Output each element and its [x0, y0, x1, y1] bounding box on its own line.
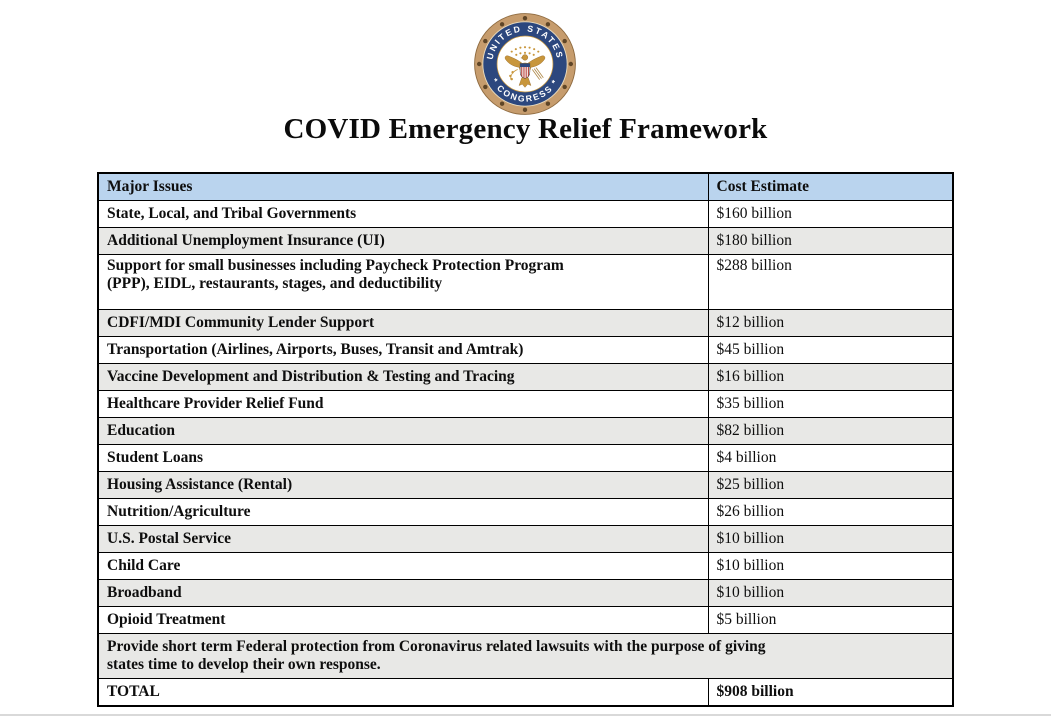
cost-cell: $12 billion — [707, 309, 954, 337]
issue-cell: Healthcare Provider Relief Fund — [97, 390, 709, 418]
table-row: State, Local, and Tribal Governments $16… — [97, 200, 954, 228]
issue-cell: Additional Unemployment Insurance (UI) — [97, 227, 709, 255]
table-row: Child Care $10 billion — [97, 552, 954, 580]
issue-cell: Support for small businesses including P… — [97, 254, 709, 310]
issue-cell: Student Loans — [97, 444, 709, 472]
table-row: Additional Unemployment Insurance (UI) $… — [97, 227, 954, 255]
table-row: Support for small businesses including P… — [97, 254, 954, 310]
cost-cell: $160 billion — [707, 200, 954, 228]
cost-cell: $5 billion — [707, 606, 954, 634]
cost-cell: $25 billion — [707, 471, 954, 499]
cost-cell: $288 billion — [707, 254, 954, 310]
issue-cell: State, Local, and Tribal Governments — [97, 200, 709, 228]
eagle-icon — [504, 54, 546, 88]
issue-cell: Education — [97, 417, 709, 445]
table-row: U.S. Postal Service $10 billion — [97, 525, 954, 553]
table-row: Broadband $10 billion — [97, 579, 954, 607]
congress-seal: UNITED STATES * CONGRESS * — [470, 9, 580, 119]
table-row: Nutrition/Agriculture $26 billion — [97, 498, 954, 526]
relief-table: Major Issues Cost Estimate State, Local,… — [97, 172, 954, 707]
cost-cell: $26 billion — [707, 498, 954, 526]
page-title: COVID Emergency Relief Framework — [283, 113, 768, 145]
issue-cell: Child Care — [97, 552, 709, 580]
cost-cell: $35 billion — [707, 390, 954, 418]
issue-cell: Broadband — [97, 579, 709, 607]
liability-note-cell: Provide short term Federal protection fr… — [97, 633, 954, 679]
table-row: Transportation (Airlines, Airports, Buse… — [97, 336, 954, 364]
congress-seal-graphic: UNITED STATES * CONGRESS * — [474, 13, 576, 115]
cost-cell: $10 billion — [707, 525, 954, 553]
cost-cell: $4 billion — [707, 444, 954, 472]
seal-star-cluster — [510, 46, 540, 56]
cost-cell: $16 billion — [707, 363, 954, 391]
total-row: TOTAL $908 billion — [97, 678, 954, 707]
table-row: Healthcare Provider Relief Fund $35 bill… — [97, 390, 954, 418]
total-cost-cell: $908 billion — [707, 678, 954, 707]
issue-cell: Housing Assistance (Rental) — [97, 471, 709, 499]
issues-header-cell: Major Issues — [97, 172, 709, 201]
issue-cell: Vaccine Development and Distribution & T… — [97, 363, 709, 391]
cost-header-cell: Cost Estimate — [707, 172, 954, 201]
cost-cell: $180 billion — [707, 227, 954, 255]
issue-cell: Opioid Treatment — [97, 606, 709, 634]
liability-note-row: Provide short term Federal protection fr… — [97, 633, 954, 679]
cost-cell: $10 billion — [707, 579, 954, 607]
cost-cell: $10 billion — [707, 552, 954, 580]
table-row: Student Loans $4 billion — [97, 444, 954, 472]
seal-ring-dots — [476, 15, 574, 113]
table-row: Vaccine Development and Distribution & T… — [97, 363, 954, 391]
table-row: CDFI/MDI Community Lender Support $12 bi… — [97, 309, 954, 337]
table-row: Housing Assistance (Rental) $25 billion — [97, 471, 954, 499]
issue-cell: Nutrition/Agriculture — [97, 498, 709, 526]
page-bottom-edge — [0, 714, 1051, 716]
issue-cell: Transportation (Airlines, Airports, Buse… — [97, 336, 709, 364]
table-row: Education $82 billion — [97, 417, 954, 445]
table-header-row: Major Issues Cost Estimate — [97, 172, 954, 201]
issue-cell: CDFI/MDI Community Lender Support — [97, 309, 709, 337]
cost-cell: $82 billion — [707, 417, 954, 445]
table-row: Opioid Treatment $5 billion — [97, 606, 954, 634]
total-label-cell: TOTAL — [97, 678, 709, 707]
cost-cell: $45 billion — [707, 336, 954, 364]
issue-cell: U.S. Postal Service — [97, 525, 709, 553]
